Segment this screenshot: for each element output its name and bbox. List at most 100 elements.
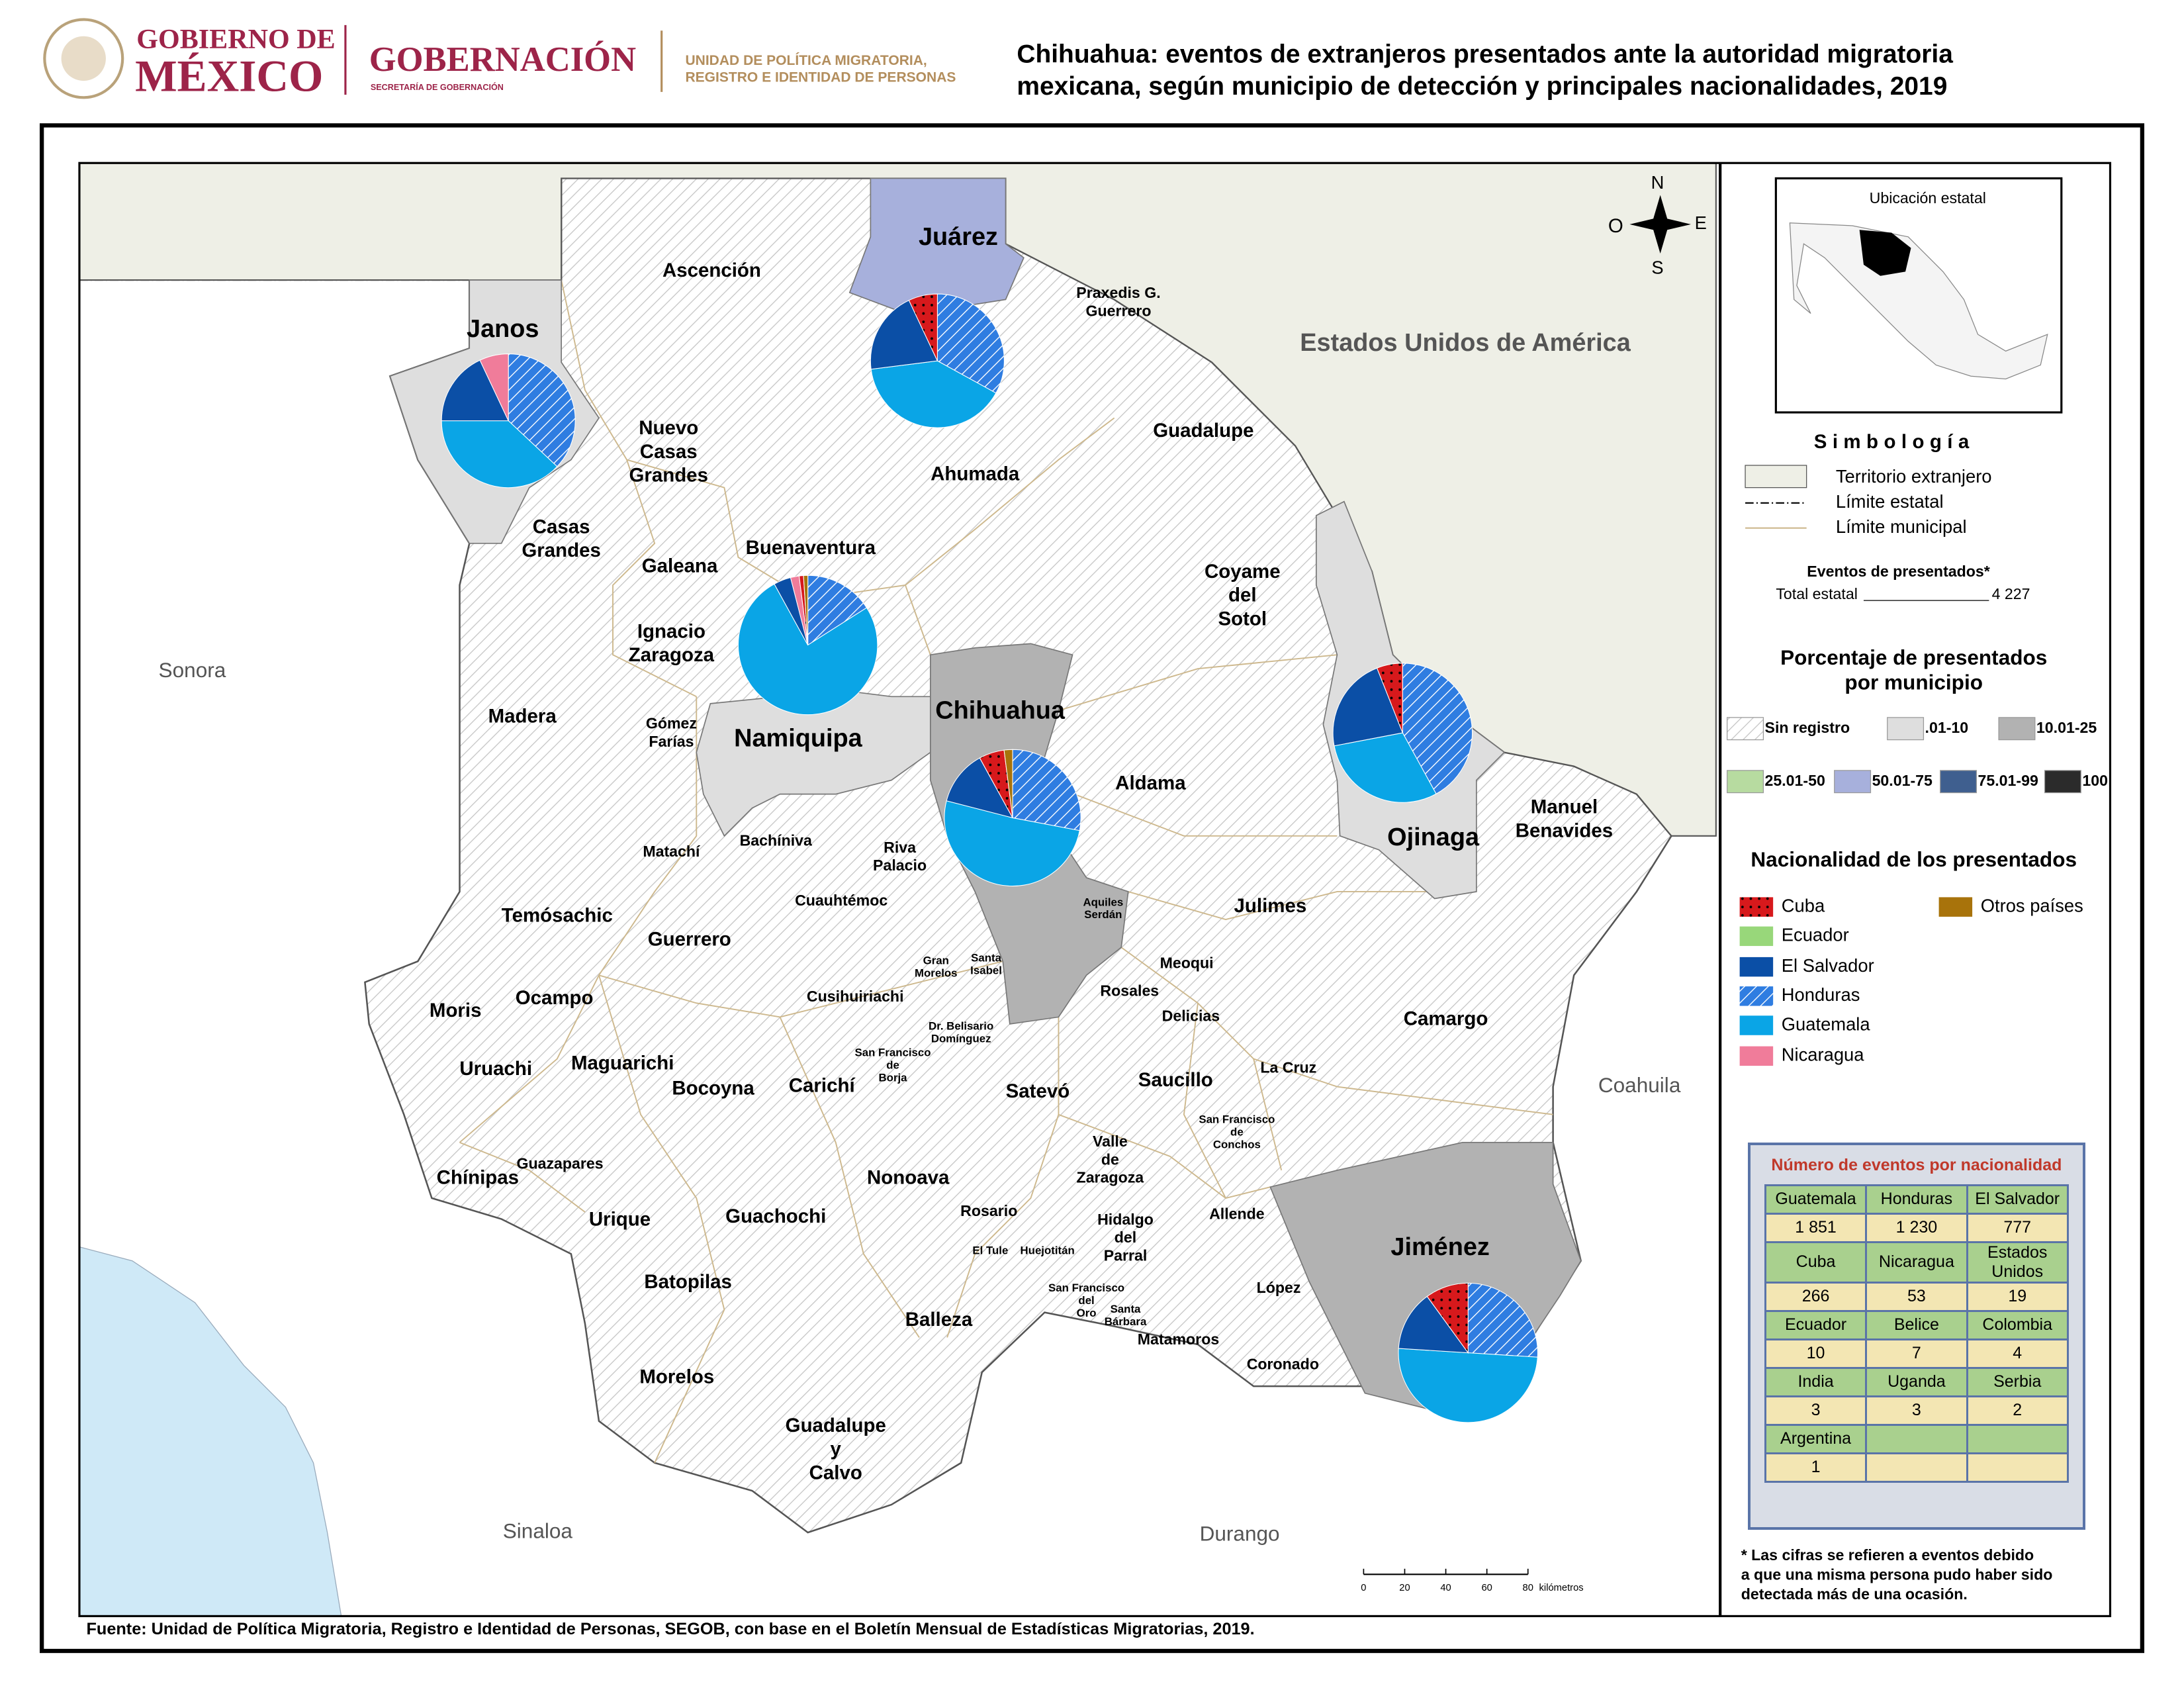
municipality-label: Morelos [915, 967, 958, 980]
municipality-label: Zaragoza [629, 644, 715, 666]
region-name: Sinaloa [503, 1519, 573, 1542]
municipality-label: Guadalupe [1153, 420, 1253, 442]
logo-text: GOBIERNO DE [136, 24, 335, 55]
municipality-label: Praxedis G. [1076, 284, 1160, 301]
municipality-label: López [1257, 1279, 1301, 1296]
scale-unit: kilómetros [1539, 1583, 1584, 1593]
municipality-label: San Francisco [1199, 1113, 1275, 1126]
municipality-label: Uruachi [459, 1058, 532, 1080]
pie-slice [1398, 1348, 1538, 1423]
municipality-label: Chínipas [437, 1166, 519, 1188]
municipality-label: Cuauhtémoc [795, 892, 887, 909]
municipality-label: Matachí [643, 843, 701, 860]
municipal-limit [459, 1141, 586, 1213]
municipality-label: Parral [1104, 1247, 1148, 1264]
municipality-label: Coyame [1205, 561, 1281, 583]
pie-slice [1398, 1295, 1469, 1354]
table-row: Ecuador Belice Colombia [1764, 1309, 2069, 1340]
municipal-limit [779, 1017, 920, 1338]
municipality-name: Jiménez [1390, 1233, 1489, 1261]
title: mexicana, según municipio de detección y… [1017, 72, 1947, 101]
municipality-label: Carichí [789, 1074, 856, 1096]
municipality-label: Aquiles [1083, 896, 1123, 908]
scale-label: 20 [1399, 1583, 1410, 1593]
municipality-label: Guerrero [648, 928, 731, 950]
municipality-name: Ojinaga [1387, 823, 1480, 851]
class-swatch [1727, 770, 1764, 794]
municipality-label: Santa [971, 951, 1001, 964]
table-value: 1 851 [1764, 1212, 1868, 1243]
nationality-label: Otros países [1981, 895, 2083, 915]
nationality-swatch [1938, 897, 1973, 917]
municipality-label: Huejotitán [1021, 1244, 1075, 1256]
municipality-label: Balleza [905, 1309, 973, 1331]
municipality-label: San Francisco [855, 1047, 931, 1059]
legend-item: Total estatal [1776, 585, 1857, 602]
pie-slice [441, 420, 558, 489]
municipality-label: Guadalupe [786, 1415, 886, 1436]
scale-label: 60 [1481, 1583, 1492, 1593]
municipality-label: Bachíniva [740, 831, 813, 849]
table-header: Argentina [1764, 1423, 1868, 1454]
municipality-label: Hidalgo [1097, 1211, 1154, 1228]
municipality-label: Saucillo [1138, 1069, 1213, 1091]
pie-slice [1467, 1282, 1538, 1358]
table-row: 266 53 19 [1764, 1281, 2069, 1312]
pie-slice [1012, 749, 1081, 831]
nationality-label: Nicaragua [1782, 1045, 1864, 1065]
pie-slice [870, 299, 938, 370]
table-value [1865, 1452, 1968, 1483]
municipality-label: Grandes [629, 465, 707, 487]
table-header [1865, 1423, 1968, 1454]
scale-label: 80 [1523, 1583, 1533, 1593]
legend-title: Simbología [1814, 431, 1975, 453]
municipality-label: y [831, 1438, 842, 1460]
municipality-label: Borja [879, 1071, 908, 1084]
nationality-swatch [1739, 926, 1774, 947]
municipality-label: Ahumada [931, 463, 1020, 485]
title: Chihuahua: eventos de extranjeros presen… [1017, 40, 1953, 68]
municipality-label: Buenaventura [746, 537, 876, 559]
table-header: Ecuador [1764, 1309, 1868, 1340]
municipality-label: del [1228, 585, 1257, 606]
table-header: El Salvador [1966, 1184, 2069, 1215]
municipality-label: Riva [884, 839, 917, 856]
table-value: 7 [1865, 1338, 1968, 1369]
map-frame [78, 162, 2112, 1617]
municipality-label: Morelos [639, 1366, 714, 1387]
municipality-label: Ascención [662, 259, 761, 281]
municipality-label: del [1078, 1294, 1094, 1307]
compass-label: S [1651, 257, 1663, 277]
table-header [1966, 1423, 2069, 1454]
class-swatch [1940, 770, 1978, 794]
municipality-label: Grandes [522, 539, 600, 561]
municipality-label: Santa [1111, 1303, 1141, 1315]
municipality-label: Sotol [1218, 608, 1267, 630]
municipal-limit [626, 459, 809, 600]
municipality-label: Nonoava [867, 1166, 950, 1188]
municipality-label: de [1230, 1126, 1244, 1139]
nationality-label: Cuba [1782, 895, 1825, 915]
table-header: Estados Unidos [1966, 1241, 2069, 1284]
municipality-label: Calvo [809, 1462, 862, 1484]
total-value: 4 227 [1992, 585, 2030, 602]
table-header: Nicaragua [1865, 1241, 1968, 1284]
nationality-label: Honduras [1782, 984, 1860, 1005]
footnote: * Las cifras se refieren a eventos debid… [1741, 1546, 2034, 1564]
municipality-label: del [1115, 1229, 1136, 1246]
pie-slice [1426, 1282, 1469, 1354]
municipality-name: Juárez [919, 223, 998, 251]
municipality-label: Valle [1093, 1133, 1128, 1150]
pie-slice [870, 360, 997, 428]
municipality-label: Zaragoza [1077, 1169, 1145, 1186]
class-swatch [2044, 770, 2081, 794]
table-header: Colombia [1966, 1309, 2069, 1340]
municipality-name: Chihuahua [935, 696, 1066, 724]
table-value: 53 [1865, 1281, 1968, 1312]
municipality-label: Julimes [1234, 895, 1307, 917]
class-swatch [1998, 717, 2036, 741]
footnote: a que una misma persona pudo haber sido [1741, 1566, 2053, 1583]
municipality-label: Rosales [1100, 982, 1159, 1000]
logo-text: REGISTRO E IDENTIDAD DE PERSONAS [685, 70, 956, 85]
municipality-label: Isabel [970, 964, 1002, 976]
